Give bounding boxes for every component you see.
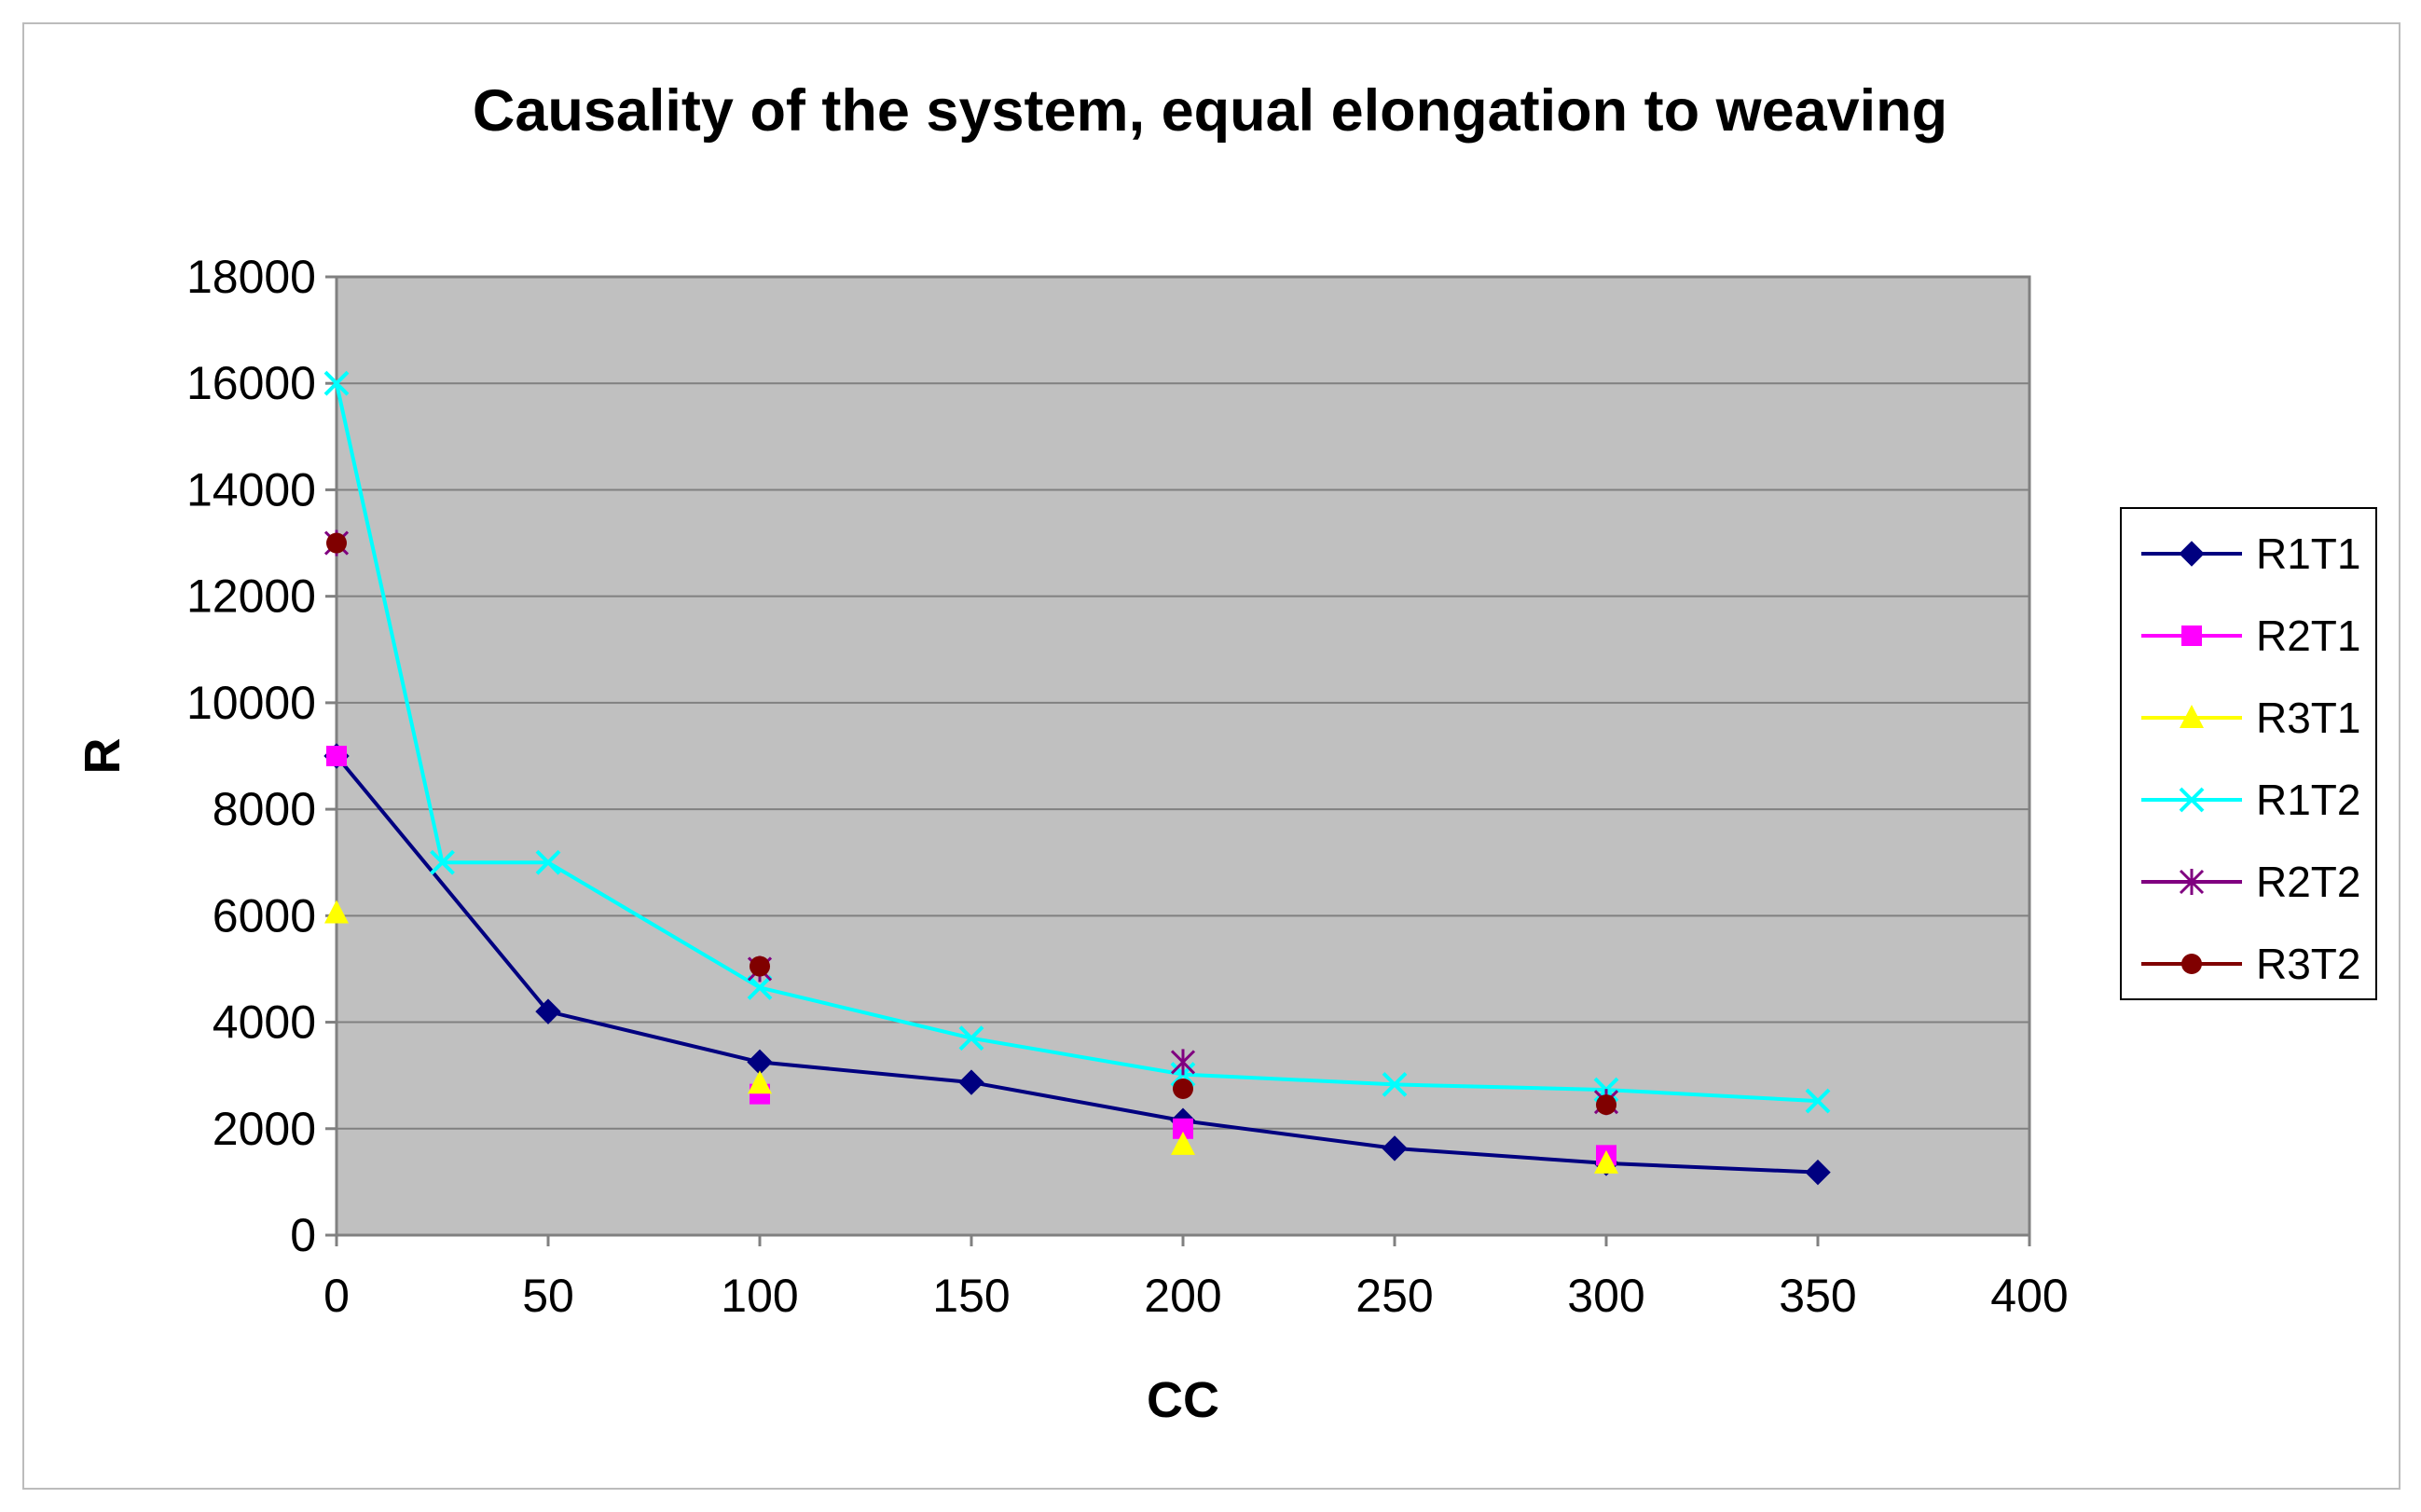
data-point-r3t2-3 (1596, 1094, 1616, 1116)
data-point-r1t2-1 (430, 849, 455, 875)
data-point-r3t2-2 (1173, 1078, 1193, 1099)
gridlines (337, 382, 2029, 1130)
x-tick-label: 250 (1355, 1270, 1433, 1322)
data-point-r1t2-4 (958, 1025, 984, 1052)
legend-marker-r2t2 (2179, 869, 2205, 895)
chart-title: Causality of the system, equal elongatio… (473, 78, 1947, 144)
y-tick-label: 2000 (213, 1103, 316, 1155)
data-point-r3t2-0 (326, 532, 347, 554)
data-point-r1t1-7 (1805, 1159, 1831, 1186)
legend-label: R2T1 (2256, 612, 2360, 660)
y-tick-label: 16000 (186, 357, 316, 409)
data-point-r1t2-3 (747, 975, 773, 1000)
x-tick-label: 400 (1990, 1270, 2068, 1322)
data-point-r3t1-1 (748, 1070, 772, 1094)
data-point-r3t1-3 (1594, 1149, 1618, 1174)
data-point-r2t2-2 (1170, 1049, 1196, 1076)
legend-label: R3T1 (2256, 694, 2360, 742)
x-tick-label: 50 (522, 1270, 574, 1322)
axes: 0200040006000800010000120001400016000180… (186, 251, 2069, 1322)
legend-item-r3t1: R3T1 (2141, 694, 2360, 742)
legend-marker-r1t2 (2179, 787, 2205, 813)
legend-item-r1t1: R1T1 (2141, 529, 2360, 578)
y-tick-label: 14000 (186, 463, 316, 515)
legend-label: R2T2 (2256, 858, 2360, 906)
x-axis-title: CC (1147, 1372, 1219, 1428)
y-tick-label: 6000 (213, 889, 316, 942)
data-point-r2t1-0 (326, 746, 347, 766)
y-tick-label: 18000 (186, 251, 316, 303)
x-tick-label: 150 (932, 1270, 1010, 1322)
legend-marker-r3t1 (2180, 705, 2204, 728)
data-point-r1t2-8 (1805, 1088, 1831, 1114)
y-tick-label: 8000 (213, 783, 316, 835)
y-tick-label: 10000 (186, 677, 316, 729)
legend-marker-r1t1 (2179, 541, 2205, 567)
data-point-r1t2-0 (323, 370, 350, 396)
data-point-r1t2-6 (1382, 1071, 1408, 1097)
y-tick-label: 0 (290, 1209, 316, 1261)
legend-item-r1t2: R1T2 (2141, 776, 2360, 824)
data-point-r1t1-1 (535, 998, 561, 1024)
data-point-r3t2-1 (750, 955, 770, 977)
legend-item-r2t2: R2T2 (2141, 858, 2360, 906)
y-axis-title: R (75, 738, 131, 775)
data-point-r2t1-2 (1173, 1118, 1193, 1139)
data-point-r3t1-2 (1171, 1131, 1195, 1155)
legend-label: R1T2 (2256, 776, 2360, 824)
legend: R1T1 R2T1 R3T1 R1T2 R2T2 R3T2 (2120, 507, 2377, 1000)
data-point-r3t1-0 (324, 900, 349, 924)
x-tick-label: 300 (1567, 1270, 1644, 1322)
legend-label: R3T2 (2256, 940, 2360, 988)
x-tick-label: 100 (721, 1270, 798, 1322)
legend-item-r2t1: R2T1 (2141, 612, 2360, 660)
x-tick-label: 350 (1779, 1270, 1856, 1322)
x-tick-label: 0 (323, 1270, 350, 1322)
y-tick-label: 4000 (213, 997, 316, 1049)
legend-marker-r2t1 (2181, 625, 2202, 646)
legend-marker-r3t2 (2181, 954, 2202, 974)
data-point-r1t2-2 (535, 849, 561, 875)
data-point-r1t1-3 (958, 1069, 984, 1095)
y-tick-label: 12000 (186, 570, 316, 623)
series-layer (323, 370, 1831, 1186)
legend-label: R1T1 (2256, 529, 2360, 578)
data-point-r1t1-5 (1382, 1135, 1408, 1161)
legend-item-r3t2: R3T2 (2141, 940, 2360, 988)
series-line-r1t1 (335, 754, 1819, 1175)
x-tick-label: 200 (1144, 1270, 1221, 1322)
legend-box (2120, 507, 2377, 1000)
